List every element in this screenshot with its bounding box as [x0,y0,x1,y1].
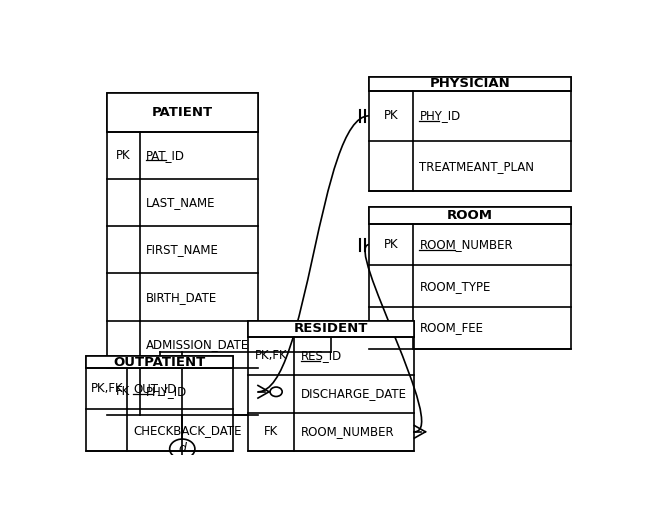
Bar [107,93,258,131]
Text: PK,FK: PK,FK [90,382,123,395]
Bar [248,321,414,451]
Bar [369,77,571,191]
Text: OUT_ID: OUT_ID [133,382,177,395]
Bar [107,93,258,415]
Text: PK: PK [116,149,131,161]
Text: PHY_ID: PHY_ID [419,109,461,122]
Text: RES_ID: RES_ID [301,349,342,362]
Text: FIRST_NAME: FIRST_NAME [146,243,219,257]
Text: PK: PK [384,238,398,251]
Text: d: d [178,443,186,455]
Text: ADMISSION_DATE: ADMISSION_DATE [146,338,249,351]
Bar [369,77,571,91]
Bar [87,357,232,368]
Text: ROOM_FEE: ROOM_FEE [419,321,484,334]
Text: ROOM_TYPE: ROOM_TYPE [419,280,491,293]
Bar [87,357,232,451]
Text: TREATMEANT_PLAN: TREATMEANT_PLAN [419,159,534,173]
Text: PHYSICIAN: PHYSICIAN [430,77,510,90]
Text: ROOM_NUMBER: ROOM_NUMBER [419,238,513,251]
Text: RESIDENT: RESIDENT [294,322,368,335]
Bar [369,207,571,224]
Text: OUTPATIENT: OUTPATIENT [113,356,206,368]
Text: LAST_NAME: LAST_NAME [146,196,215,209]
Text: FK: FK [116,385,130,398]
Text: FK: FK [264,425,278,438]
Text: PAT_ID: PAT_ID [146,149,185,161]
Bar [248,321,414,337]
Text: ROOM: ROOM [447,209,493,222]
Text: PATIENT: PATIENT [152,106,213,119]
Text: PK,FK: PK,FK [255,349,288,362]
Text: PK: PK [384,109,398,122]
Text: BIRTH_DATE: BIRTH_DATE [146,291,217,304]
Text: ROOM_NUMBER: ROOM_NUMBER [301,425,394,438]
Text: PHY_ID: PHY_ID [146,385,187,398]
Text: CHECKBACK_DATE: CHECKBACK_DATE [133,424,242,436]
Bar [369,207,571,349]
Text: DISCHARGE_DATE: DISCHARGE_DATE [301,387,406,400]
